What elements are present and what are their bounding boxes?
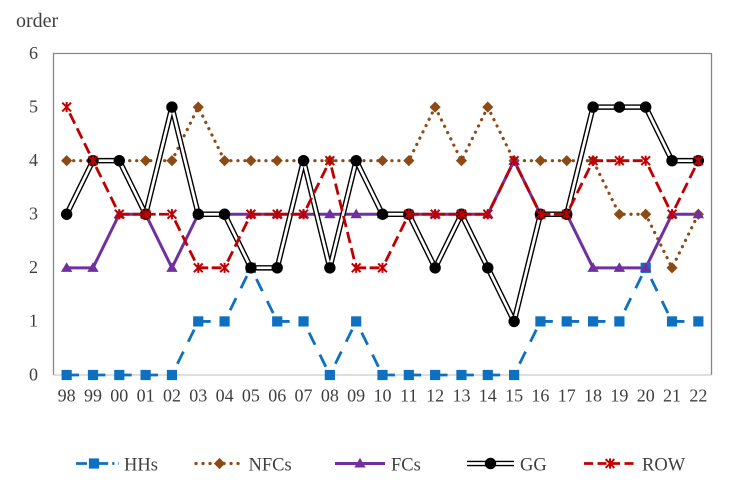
svg-text:01: 01 (137, 386, 155, 406)
svg-text:21: 21 (663, 386, 681, 406)
svg-text:ROW: ROW (642, 456, 686, 476)
svg-text:99: 99 (84, 386, 102, 406)
svg-text:11: 11 (400, 386, 417, 406)
svg-text:1: 1 (29, 311, 38, 331)
svg-text:22: 22 (689, 386, 707, 406)
svg-text:2: 2 (29, 257, 38, 277)
svg-text:FCs: FCs (391, 456, 421, 476)
svg-text:98: 98 (58, 386, 76, 406)
svg-text:14: 14 (479, 386, 497, 406)
svg-text:18: 18 (584, 386, 602, 406)
svg-text:HHs: HHs (124, 456, 158, 476)
svg-text:15: 15 (505, 386, 523, 406)
svg-text:03: 03 (189, 386, 207, 406)
svg-text:16: 16 (531, 386, 549, 406)
svg-text:13: 13 (452, 386, 470, 406)
svg-text:GG: GG (520, 456, 547, 476)
svg-text:05: 05 (242, 386, 260, 406)
svg-text:06: 06 (268, 386, 286, 406)
svg-text:02: 02 (163, 386, 181, 406)
svg-text:order: order (16, 10, 59, 32)
svg-text:4: 4 (29, 150, 38, 170)
svg-text:09: 09 (347, 386, 365, 406)
svg-text:04: 04 (216, 386, 234, 406)
svg-text:17: 17 (558, 386, 576, 406)
svg-text:07: 07 (295, 386, 313, 406)
svg-text:0: 0 (29, 364, 38, 384)
svg-text:20: 20 (637, 386, 655, 406)
svg-text:12: 12 (426, 386, 444, 406)
svg-text:10: 10 (374, 386, 392, 406)
svg-text:00: 00 (110, 386, 128, 406)
svg-text:5: 5 (29, 96, 38, 116)
svg-text:6: 6 (29, 43, 38, 63)
svg-text:NFCs: NFCs (249, 456, 292, 476)
svg-text:19: 19 (610, 386, 628, 406)
svg-text:08: 08 (321, 386, 339, 406)
svg-text:3: 3 (29, 204, 38, 224)
